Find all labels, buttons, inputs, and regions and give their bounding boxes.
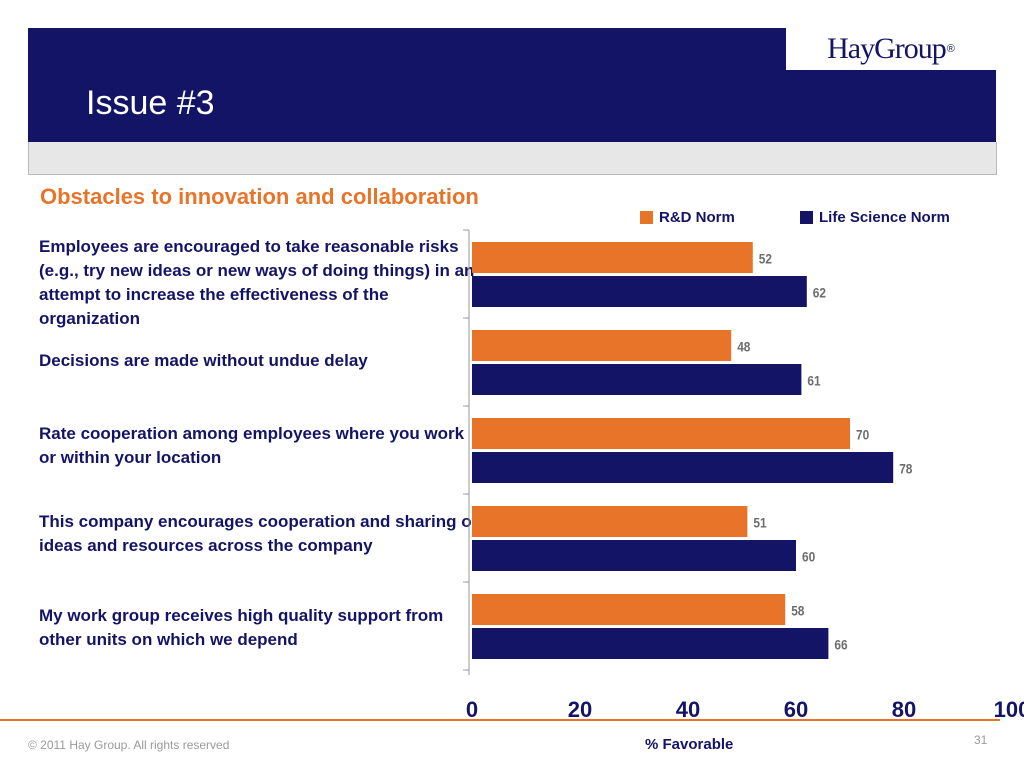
data-label-rd-5: 58 [791,603,804,619]
copyright-text: © 2011 Hay Group. All rights reserved [28,738,229,752]
bar-rd-5 [472,594,785,625]
data-label-rd-3: 70 [856,427,869,443]
bar-rd-4 [472,506,747,537]
x-axis-label: % Favorable [645,736,733,753]
bar-rd-2 [472,330,731,361]
data-label-ls-2: 61 [807,373,820,389]
bar-ls-1 [472,276,807,307]
footer-divider [0,719,1000,721]
bar-rd-3 [472,418,850,449]
bar-ls-3 [472,452,893,483]
bar-rd-1 [472,242,753,273]
page-number: 31 [974,733,987,747]
bar-ls-5 [472,628,828,659]
data-label-ls-5: 66 [834,637,847,653]
data-label-rd-2: 48 [737,339,750,355]
data-label-ls-1: 62 [813,285,826,301]
bar-chart: 52624861707851605866020406080100 [0,0,1024,768]
data-label-ls-4: 60 [802,549,815,565]
bar-ls-2 [472,364,801,395]
data-label-rd-4: 51 [753,515,766,531]
data-label-ls-3: 78 [899,461,912,477]
bar-ls-4 [472,540,796,571]
data-label-rd-1: 52 [759,251,772,267]
